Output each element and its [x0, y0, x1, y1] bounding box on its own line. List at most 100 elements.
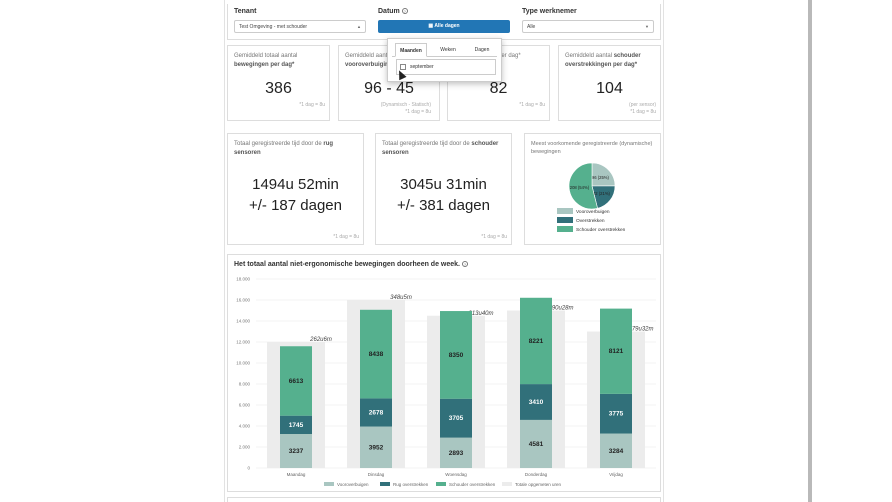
month-checkbox[interactable]: [400, 64, 406, 70]
card-title: Gemiddeld totaal aantal bewegingen per da…: [234, 53, 298, 68]
card-pie: Meest voorkomende geregistreerde (dynami…: [524, 133, 661, 245]
legend-swatch: [557, 226, 573, 232]
legend-swatch: [436, 482, 446, 486]
help-icon[interactable]: ?: [401, 8, 408, 15]
legend-swatch: [502, 482, 512, 486]
time-days: +/- 187 dagen: [249, 197, 342, 214]
y-tick-label: 10.000: [236, 361, 250, 366]
bar-value-label: 8438: [369, 351, 384, 358]
tenant-select[interactable]: Test Omgeving - met schouder ▲: [234, 20, 366, 33]
bar-value-label: 4581: [529, 441, 544, 448]
help-icon[interactable]: ?: [461, 261, 468, 268]
bar-value-label: 2893: [449, 450, 464, 457]
bar-segment: [520, 297, 552, 385]
bar-value-label: 3775: [609, 411, 624, 418]
worker-value: Alle: [527, 24, 536, 30]
next-card: [227, 497, 661, 502]
card-note: *1 dag = 8u: [481, 234, 507, 240]
tab-weeks[interactable]: Weken: [440, 47, 456, 53]
card-value: 386: [265, 80, 292, 97]
tenant-value: Test Omgeving - met schouder: [239, 24, 308, 30]
date-dropdown: Maanden Weken Dagen september: [387, 38, 502, 82]
card-note: *1 dag = 8u: [630, 109, 656, 115]
content-column: [224, 0, 664, 502]
total-hours-label: 262u6m: [309, 337, 332, 343]
card-title: Gemiddeld aant vooroverbuigin: [345, 53, 389, 68]
date-button[interactable]: ▦ Alle dagen: [378, 20, 510, 33]
y-tick-label: 4.000: [239, 424, 251, 429]
time-hours: 3045u 31min: [400, 176, 487, 193]
pie-slice-label: 82 (21%): [593, 191, 611, 196]
card-value: 96 - 45: [364, 80, 414, 97]
x-tick-label: Woensdag: [445, 472, 467, 477]
y-tick-label: 0: [247, 466, 250, 471]
pie-slice-label: 208 (54%): [570, 185, 590, 190]
pie-title: Meest voorkomende geregistreerde (dynami…: [531, 141, 653, 155]
card-note: *1 dag = 8u: [333, 234, 359, 240]
bar-value-label: 3284: [609, 448, 624, 455]
bar-value-label: 2678: [369, 409, 384, 416]
bar-segment: [280, 415, 312, 435]
bar-segment: [440, 311, 472, 399]
bar-segment: [280, 346, 312, 416]
total-hours-label: 313u40m: [468, 311, 493, 317]
total-hours-label: 290u28m: [547, 306, 573, 312]
bar-value-label: 8350: [449, 352, 464, 359]
month-list: september: [396, 59, 496, 75]
chevron-down-icon: ▼: [645, 24, 649, 29]
y-tick-label: 18.000: [236, 277, 250, 282]
bar-segment: [360, 398, 392, 427]
bar-value-label: 8221: [529, 338, 544, 345]
legend-label: Schouder overstrekken: [576, 227, 626, 233]
pie-slice-label: 96 (25%): [592, 175, 610, 180]
date-button-label: Alle dagen: [434, 23, 460, 29]
date-label: Datum ?: [378, 8, 408, 15]
time-hours: 1494u 52min: [252, 176, 339, 193]
card-note-type: (per sensor): [629, 102, 656, 108]
pie-chart: 96 (25%) 82 (21%)208 (54%) Vooroverbuigen O…: [557, 162, 626, 233]
bar-segment: [520, 419, 552, 468]
legend-label: Vooroverbuigen: [576, 209, 610, 215]
chart-title-text: Het totaal aantal niet-ergonomische bewe…: [234, 261, 460, 268]
scrollbar[interactable]: [808, 0, 812, 502]
month-label[interactable]: september: [410, 64, 434, 70]
x-tick-label: Dinsdag: [368, 472, 385, 477]
bar-segment: [600, 308, 632, 394]
legend-swatch: [557, 217, 573, 223]
card-note: *1 dag = 8u: [405, 109, 431, 115]
card-title: per dag*: [498, 53, 521, 59]
legend-label: Totale opgemeten uren: [515, 482, 562, 487]
y-tick-label: 6.000: [239, 403, 251, 408]
time-days: +/- 381 dagen: [397, 197, 490, 214]
legend-swatch: [324, 482, 334, 486]
weekly-chart-card: Het totaal aantal niet-ergonomische bewe…: [227, 254, 661, 492]
x-tick-label: Donderdag: [525, 472, 548, 477]
card-total-movements: Gemiddeld totaal aantal bewegingen per da…: [227, 45, 330, 121]
chart-title: Het totaal aantal niet-ergonomische bewe…: [234, 261, 468, 268]
card-title: Gemiddeld aantal schouder overstrekkingen…: [565, 53, 641, 68]
stacked-bar-chart: 18.000 16.000 14.000 12.000 10.000 8.000 6.000…: [236, 277, 656, 487]
filter-bar: Tenant Test Omgeving - met schouder ▲ Da…: [227, 4, 661, 40]
worker-select[interactable]: Alle ▼: [522, 20, 654, 33]
total-hours-label: 279u32m: [627, 327, 653, 333]
bar-segment: [360, 426, 392, 468]
y-tick-label: 16.000: [236, 298, 250, 303]
bar-segment: [360, 309, 392, 399]
card-back-time: Totaal geregistreerde tijd door de rug s…: [227, 133, 364, 245]
legend-swatch: [380, 482, 390, 486]
y-tick-label: 8.000: [239, 382, 251, 387]
bar-segment: [520, 384, 552, 420]
legend-label: Schouder overstrekken: [449, 482, 496, 487]
bar-value-label: 8121: [609, 348, 624, 355]
legend-swatch: [557, 208, 573, 214]
tenant-label: Tenant: [234, 8, 257, 15]
y-tick-label: 12.000: [236, 340, 250, 345]
y-tick-label: 2.000: [239, 445, 251, 450]
card-note: *1 dag = 8u: [299, 102, 325, 108]
tab-months[interactable]: Maanden: [395, 43, 427, 57]
bar-value-label: 3705: [449, 415, 464, 422]
tab-days[interactable]: Dagen: [474, 47, 490, 53]
card-value: 82: [489, 80, 508, 97]
card-title: Totaal geregistreerde tijd door de schou…: [382, 141, 499, 156]
